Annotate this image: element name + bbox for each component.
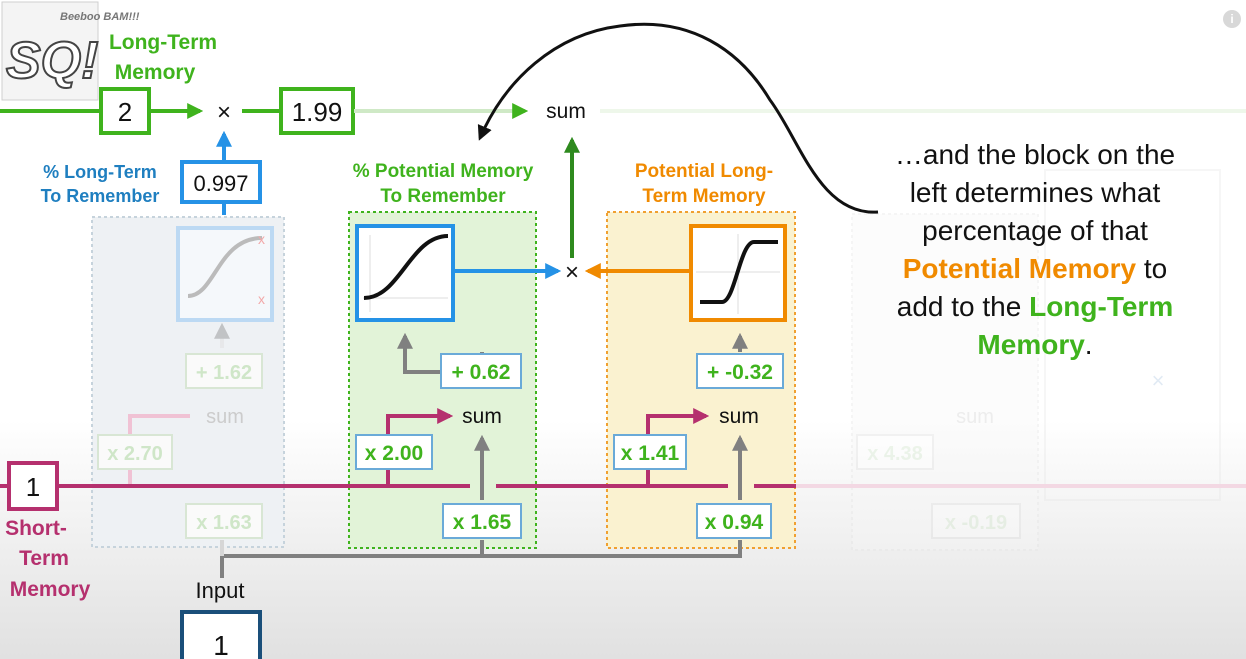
logo-tagline: Beeboo BAM!!! (60, 11, 140, 23)
short-term-label-line1: Short- (5, 517, 67, 540)
short-term-value-box (7, 461, 59, 511)
input-gate-sum-label: sum (462, 405, 502, 428)
input-gate-label-line1: % Potential Memory (353, 161, 534, 182)
candidate-gate-label-line1: Potential Long- (635, 161, 773, 182)
output-gate-faded: x 4.38 sum x -0.19 × (851, 169, 1221, 551)
forget-gate-label-line1: % Long-Term (43, 162, 157, 182)
input-line: Input 1 (180, 540, 742, 659)
explanation-highlight-long-term-memory: Long-Term Memory (977, 291, 1174, 360)
long-term-sum-label: sum (546, 100, 586, 123)
svg-text:x: x (258, 291, 265, 307)
short-term-label-line2: Term (19, 547, 69, 570)
explanation-part1: …and the block on the left determines wh… (894, 139, 1176, 246)
candidate-gate-input-weight: x 0.94 (705, 511, 764, 534)
long-term-label-line1: Long-Term (109, 31, 217, 54)
explanation-part3: . (1084, 329, 1093, 360)
candidate-gate-sum-label: sum (719, 405, 759, 428)
candidate-gate-bias-box (696, 353, 784, 389)
explanation-text: …and the block on the left determines wh… (880, 136, 1190, 364)
output-gate-stm-weight: x 4.38 (867, 443, 923, 465)
forget-gate-bias-box (185, 353, 263, 389)
candidate-gate-input-weight-box (696, 503, 772, 539)
forget-gate-bias: + 1.62 (196, 362, 252, 384)
short-term-memory-line: 1 Short- Term Memory (0, 461, 1246, 601)
statquest-logo: Beeboo BAM!!! SQ! (1, 1, 140, 101)
forget-gate-input-weight: x 1.63 (196, 512, 252, 534)
pointer-arrow (477, 22, 879, 214)
output-multiply-symbol: × (1152, 368, 1165, 393)
candidate-gate-stm-weight-box (613, 434, 687, 470)
candidate-multiply-symbol: × (565, 259, 579, 286)
explanation-highlight-potential-memory: Potential Memory (902, 253, 1137, 284)
explanation-part2: to add to the (896, 253, 1168, 322)
input-gate: % Potential Memory To Remember + 0.62 su… (348, 161, 562, 549)
output-gate-stm-weight-box (856, 434, 934, 470)
logo-text: SQ! (6, 32, 98, 90)
output-gate-sum-label: sum (956, 406, 994, 428)
candidate-gate-tanh-curve (700, 240, 778, 304)
candidate-gate: Potential Long- Term Memory × + -0.32 su… (564, 136, 796, 549)
svg-text:x: x (258, 231, 265, 247)
candidate-gate-stm-weight: x 1.41 (621, 442, 680, 465)
long-term-label-line2: Memory (115, 61, 196, 84)
forget-multiply-symbol: × (217, 99, 231, 126)
input-value: 1 (213, 630, 229, 659)
forget-gate-output-value: 0.997 (193, 171, 248, 196)
long-term-output-value: 1.99 (292, 97, 343, 127)
input-gate-label-line2: To Remember (380, 186, 506, 207)
output-gate-input-weight: x -0.19 (945, 512, 1007, 534)
output-gate-input-weight-box (931, 503, 1021, 539)
candidate-gate-label-line2: Term Memory (642, 186, 766, 207)
forget-gate: % Long-Term To Remember 0.997 x x + 1.62… (41, 130, 285, 548)
forget-gate-stm-weight: x 2.70 (107, 443, 163, 465)
input-gate-bias: + 0.62 (452, 361, 511, 384)
short-term-label-line3: Memory (10, 578, 91, 601)
long-term-output-box (279, 87, 355, 135)
forget-gate-label-line2: To Remember (41, 186, 160, 206)
forget-gate-sigmoid-curve (187, 236, 263, 298)
forget-gate-sum-label: sum (206, 406, 244, 428)
input-gate-input-weight-box (442, 503, 522, 539)
long-term-memory-line: Long-Term Memory 2 × 1.99 sum (0, 31, 1246, 135)
forget-gate-output-box (180, 160, 262, 204)
input-gate-sigmoid-box (355, 224, 455, 322)
forget-gate-stm-weight-box (97, 434, 173, 470)
input-gate-bias-box (440, 353, 522, 389)
input-gate-stm-weight-box (355, 434, 433, 470)
forget-gate-input-weight-box (185, 503, 263, 539)
info-icon[interactable]: i (1223, 10, 1241, 28)
short-term-value: 1 (26, 472, 40, 502)
input-gate-input-weight: x 1.65 (453, 511, 512, 534)
input-label: Input (196, 578, 245, 603)
long-term-input-box (99, 87, 151, 135)
input-value-box (180, 610, 262, 659)
long-term-input-value: 2 (118, 97, 132, 127)
candidate-gate-bias: + -0.32 (707, 361, 773, 384)
input-gate-sigmoid-curve (363, 234, 449, 300)
input-gate-stm-weight: x 2.00 (365, 442, 423, 465)
forget-gate-sigmoid-box (176, 226, 274, 322)
